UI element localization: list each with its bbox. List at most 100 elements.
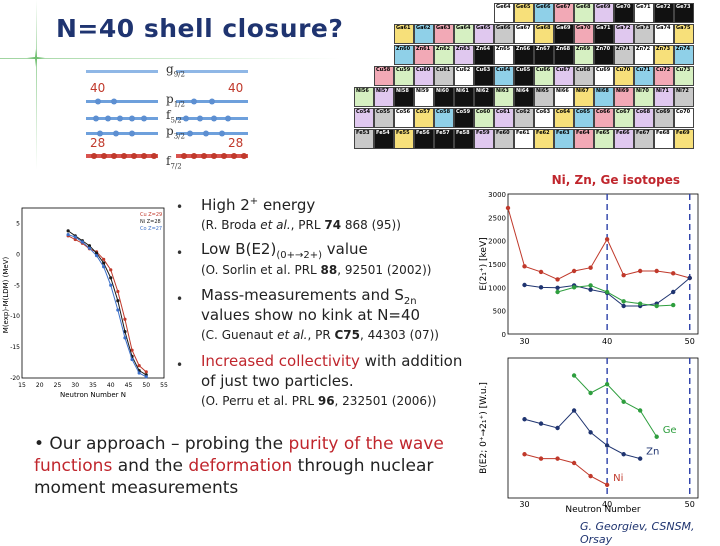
- nuclide-cell: Fe64: [574, 129, 594, 149]
- magic-number-label: 40: [90, 81, 106, 95]
- data-point: [621, 299, 626, 304]
- bullet-text: Mass-measurements and S2n: [201, 286, 417, 307]
- series-line: [524, 453, 608, 486]
- data-point: [538, 456, 544, 461]
- series-label: Ni: [613, 473, 623, 484]
- nuclide-cell: Co66: [594, 108, 614, 128]
- data-point: [66, 232, 70, 237]
- level-g92-right: [176, 70, 248, 73]
- nuclide-cell: Zn69: [574, 45, 594, 65]
- nuclide-cell: Ni57: [374, 87, 394, 107]
- data-point: [130, 357, 134, 362]
- data-point: [687, 275, 692, 281]
- chart-title: Ni, Zn, Ge isotopes: [552, 173, 680, 187]
- level-p32-right: [176, 132, 248, 135]
- bullet-dot: •: [176, 246, 184, 260]
- y-tick-label: 1500: [488, 261, 506, 269]
- x-tick-label: 40: [602, 500, 612, 509]
- x-tick-label: 45: [125, 382, 133, 389]
- nuclide-cell: Ga72: [614, 24, 634, 44]
- data-point: [109, 276, 113, 280]
- data-point: [123, 336, 127, 340]
- data-point: [588, 283, 593, 288]
- orbital-label-f72: f7/2: [166, 154, 182, 171]
- data-point: [671, 302, 676, 308]
- nuclide-cell: Fe68: [654, 129, 674, 149]
- nuclide-cell: Zn71: [614, 45, 634, 65]
- nuclide-cell: Fe62: [534, 129, 554, 149]
- data-point: [604, 237, 610, 242]
- y-tick-label: 0: [502, 331, 506, 339]
- nuclide-cell: Ga62: [414, 24, 434, 44]
- nuclide-chart: Ge64 Ge65 Ge66 Ge67 Ge68 Ge69 Ge70 Ge71 Ge72 Ge73…: [352, 0, 696, 152]
- data-point: [571, 460, 577, 466]
- nuclide-cell: Ga63: [434, 24, 454, 44]
- data-point: [588, 473, 593, 479]
- nuclide-cell: Ni67: [574, 87, 594, 107]
- nuclide-cell: Ga64: [454, 24, 474, 44]
- x-tick-label: 30: [71, 382, 79, 389]
- data-point: [555, 289, 560, 295]
- data-point: [604, 443, 610, 448]
- y-tick-label: -20: [10, 375, 20, 382]
- data-point: [671, 271, 676, 276]
- data-point: [538, 421, 544, 426]
- data-point: [130, 348, 134, 352]
- nuclide-cell: Co65: [574, 108, 594, 128]
- data-point: [144, 375, 148, 379]
- nuclide-cell: Co55: [374, 108, 394, 128]
- nuclide-cell: Ge72: [654, 3, 674, 23]
- bullet-text: Increased collectivity with addition: [201, 352, 463, 370]
- data-point: [109, 283, 113, 287]
- nuclide-cell: Ga71: [594, 24, 614, 44]
- nuclide-cell: Cu70: [614, 66, 634, 86]
- nuclide-cell: Ge66: [534, 3, 554, 23]
- nuclide-cell: Ni63: [494, 87, 514, 107]
- nuclide-cell: Ga74: [654, 24, 674, 44]
- data-point: [522, 264, 527, 269]
- data-point: [116, 308, 120, 312]
- nuclide-cell: Ni61: [454, 87, 474, 107]
- bullet-reference: (C. Guenaut et al., PR C75, 44303 (07)): [201, 328, 439, 342]
- nuclide-cell: Cu64: [494, 66, 514, 86]
- data-point: [571, 268, 577, 274]
- e2-energy-chart: Ni, Zn, Ge isotopes E(2₁⁺) [keV] 0 500 100…: [479, 173, 699, 346]
- nuclide-cell: Co56: [394, 108, 414, 128]
- series-line: [524, 409, 641, 460]
- nuclide-cell: Ni65: [534, 87, 554, 107]
- author-credit: G. Georgiev, CSNSM, Orsay: [580, 520, 695, 546]
- nuclide-cell: Ga75: [674, 24, 694, 44]
- orbital-label-p32: p3/2: [166, 124, 185, 141]
- nuclide-cell: Co58: [434, 108, 454, 128]
- nuclide-cell: Ni60: [434, 87, 454, 107]
- nuclide-cell: Fe69: [674, 129, 694, 149]
- nuclide-cell: Fe61: [514, 129, 534, 149]
- series-line: [573, 375, 658, 438]
- data-point: [522, 282, 527, 288]
- nuclide-cell: Ni59: [414, 87, 434, 107]
- x-axis-label: Neutron Number: [565, 505, 641, 515]
- data-point: [588, 265, 593, 270]
- data-point: [538, 285, 544, 290]
- nuclide-cell: Cu62: [454, 66, 474, 86]
- data-point: [137, 371, 141, 375]
- y-tick-label: 2000: [488, 238, 506, 246]
- y-axis-label: M(exp)-M(LDM) (MeV): [2, 257, 10, 334]
- bullet-dot: •: [176, 292, 184, 306]
- legend-entry: Ni Z=28: [140, 219, 161, 225]
- nuclide-cell: Fe66: [614, 129, 634, 149]
- nuclide-cell: Fe57: [434, 129, 454, 149]
- y-tick-label: -10: [10, 313, 20, 320]
- data-point: [137, 364, 141, 368]
- x-tick-label: 25: [54, 382, 62, 389]
- x-tick-label: 20: [36, 382, 44, 389]
- data-point: [80, 240, 84, 244]
- data-point: [505, 205, 511, 211]
- bullet-dot: •: [176, 200, 184, 214]
- nuclide-cell: Ni66: [554, 87, 574, 107]
- data-point: [555, 425, 560, 431]
- nuclide-cell: Ga65: [474, 24, 494, 44]
- nuclide-cell: Co61: [494, 108, 514, 128]
- data-point: [94, 251, 99, 255]
- data-point: [73, 237, 77, 242]
